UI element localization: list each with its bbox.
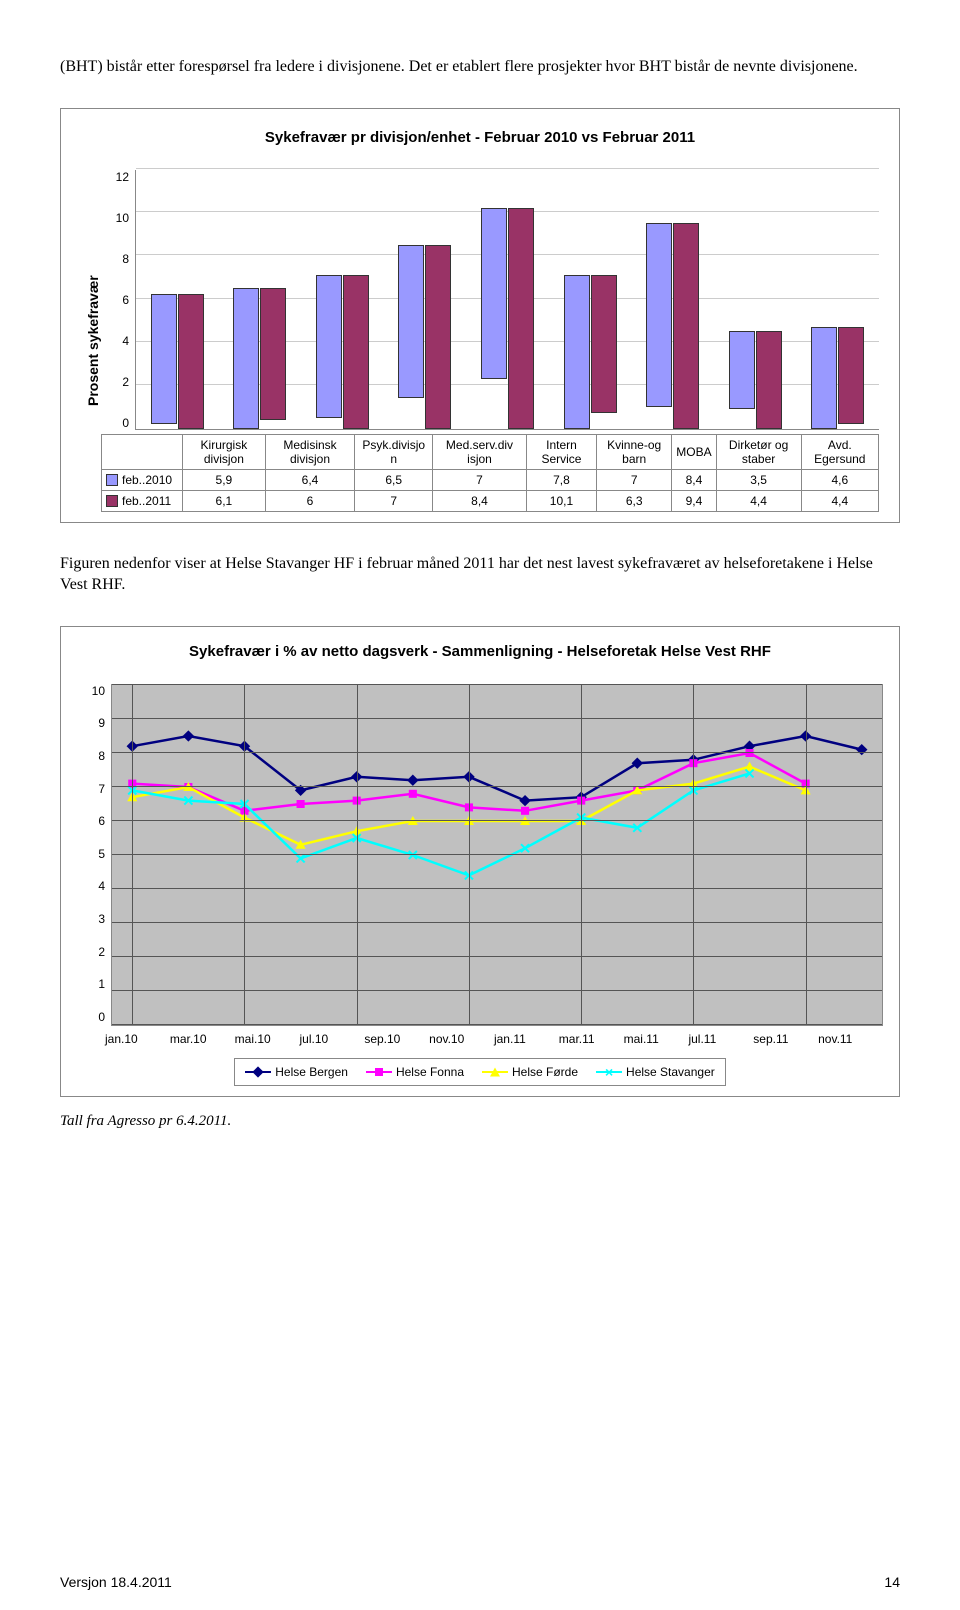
table-cell: 6,3 [597,490,672,511]
table-cell: 10,1 [526,490,596,511]
legend-label: Helse Bergen [275,1065,348,1079]
bar-chart-container: Sykefravær pr divisjon/enhet - Februar 2… [60,108,900,523]
table-cell: 9,4 [672,490,716,511]
legend-marker-icon [253,1066,264,1077]
table-column-header: Intern Service [526,434,596,469]
bar-chart-plot-area [135,170,879,430]
footer-page-number: 14 [884,1574,900,1590]
xaxis-label: sep.11 [753,1032,818,1046]
bar [398,245,424,399]
bar [838,327,864,424]
xaxis-label: mai.10 [235,1032,300,1046]
bar [425,245,451,429]
line-chart-title: Sykefravær i % av netto dagsverk - Samme… [77,643,883,660]
line-chart-yaxis: 109876543210 [77,684,111,1024]
table-cell: 6,5 [355,469,433,490]
bar [260,288,286,420]
table-column-header: Medisinsk divisjon [265,434,354,469]
legend-swatch [106,495,118,507]
table-cell: 6,1 [183,490,266,511]
bar [811,327,837,429]
table-column-header: MOBA [672,434,716,469]
bar-group [646,223,699,429]
legend-item: Helse Bergen [245,1065,348,1079]
bar [756,331,782,428]
line-chart-plot-area [111,684,883,1026]
legend-label: Helse Stavanger [626,1065,715,1079]
xaxis-label: nov.10 [429,1032,494,1046]
table-cell: 3,5 [716,469,801,490]
table-column-header: Dirketør og staber [716,434,801,469]
legend-item: Helse Førde [482,1065,578,1079]
bar-group [564,275,617,429]
table-row: feb..20105,96,46,577,878,43,54,6 [102,469,879,490]
bar [508,208,534,429]
line-chart-legend: Helse Bergen Helse Fonna Helse Førde × Helse… [234,1058,726,1086]
xaxis-label: jul.11 [688,1032,753,1046]
intro-paragraph: (BHT) bistår etter forespørsel fra leder… [60,56,900,78]
table-cell: 7 [355,490,433,511]
table-column-header: Kirurgisk divisjon [183,434,266,469]
line-chart-xaxis: jan.10mar.10mai.10jul.10sep.10nov.10jan.… [105,1032,883,1046]
table-cell: 5,9 [183,469,266,490]
bar [729,331,755,409]
xaxis-label: jan.10 [105,1032,170,1046]
table-column-header: Psyk.divisjo n [355,434,433,469]
xaxis-label: jul.10 [299,1032,364,1046]
table-cell: 6,4 [265,469,354,490]
bar-chart-ylabel: Prosent sykefravær [81,170,101,512]
legend-label: Helse Fonna [396,1065,464,1079]
line-chart-container: Sykefravær i % av netto dagsverk - Samme… [60,626,900,1097]
legend-swatch [106,474,118,486]
xaxis-label: nov.11 [818,1032,883,1046]
bar-chart-title: Sykefravær pr divisjon/enhet - Februar 2… [81,129,879,146]
bar [564,275,590,429]
legend-marker-icon [375,1068,383,1076]
bar [591,275,617,414]
table-column-header: Kvinne-og barn [597,434,672,469]
xaxis-label: sep.10 [364,1032,429,1046]
bar-group [151,294,204,428]
table-column-header: Avd. Egersund [801,434,878,469]
table-cell: 7 [433,469,527,490]
legend-marker-icon: × [605,1068,613,1076]
table-column-header: Med.serv.div isjon [433,434,527,469]
bar [343,275,369,429]
bar-group [729,331,782,428]
table-cell: 4,6 [801,469,878,490]
legend-item: Helse Fonna [366,1065,464,1079]
table-cell: 4,4 [801,490,878,511]
table-cell: 8,4 [433,490,527,511]
bar-chart-yaxis: 024681012 [101,170,135,430]
table-row: feb..20116,1678,410,16,39,44,44,4 [102,490,879,511]
bar [178,294,204,428]
bar [233,288,259,429]
table-cell: 7 [597,469,672,490]
table-cell: 4,4 [716,490,801,511]
bar-group [316,275,369,429]
bar-group [481,208,534,429]
xaxis-label: jan.11 [494,1032,559,1046]
bar [673,223,699,429]
figure-caption: Tall fra Agresso pr 6.4.2011. [60,1113,900,1130]
legend-marker-icon [490,1067,500,1076]
footer-version: Versjon 18.4.2011 [60,1574,172,1590]
legend-item: × Helse Stavanger [596,1065,715,1079]
bar-group [398,245,451,429]
mid-paragraph: Figuren nedenfor viser at Helse Stavange… [60,553,900,596]
table-cell: 6 [265,490,354,511]
bar-group [811,327,864,429]
bar [151,294,177,424]
xaxis-label: mai.11 [624,1032,689,1046]
table-cell: 7,8 [526,469,596,490]
xaxis-label: mar.10 [170,1032,235,1046]
bar-group [233,288,286,429]
bar [481,208,507,379]
bar-chart-data-table: Kirurgisk divisjonMedisinsk divisjonPsyk… [101,434,879,512]
xaxis-label: mar.11 [559,1032,624,1046]
legend-label: Helse Førde [512,1065,578,1079]
bar [646,223,672,407]
bar [316,275,342,418]
table-cell: 8,4 [672,469,716,490]
